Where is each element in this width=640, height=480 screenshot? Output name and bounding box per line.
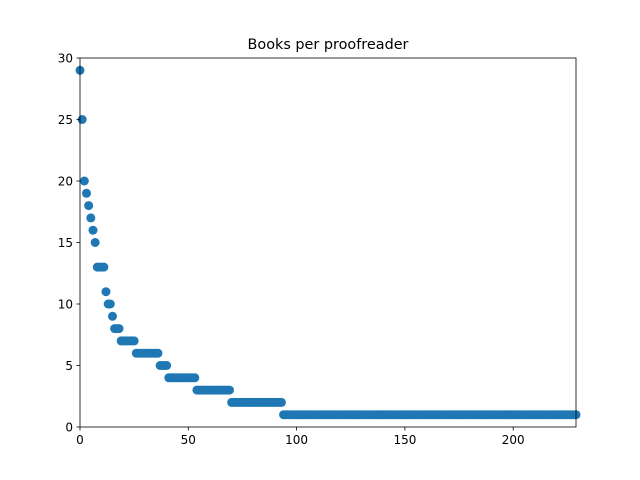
data-point — [88, 225, 98, 235]
data-point — [114, 324, 124, 334]
data-point — [190, 373, 200, 383]
x-tick-label: 150 — [393, 433, 416, 447]
data-point — [105, 299, 115, 309]
x-tick-label: 50 — [181, 433, 196, 447]
x-tick-label: 0 — [76, 433, 84, 447]
y-tick-label: 0 — [65, 420, 73, 434]
data-point — [79, 176, 89, 186]
y-tick-label: 30 — [58, 51, 73, 65]
data-point — [153, 348, 163, 358]
data-points — [75, 65, 581, 420]
data-point — [107, 311, 117, 321]
data-point — [84, 201, 94, 211]
y-tick-label: 25 — [58, 113, 73, 127]
data-point — [82, 188, 91, 198]
x-tick-label: 200 — [502, 433, 525, 447]
y-axis: 0 5 10 15 20 25 30 — [58, 51, 80, 434]
plot-frame — [79, 57, 577, 428]
data-point — [99, 262, 109, 272]
data-point — [162, 361, 172, 370]
chart-title: Books per proofreader — [248, 37, 409, 53]
data-point — [224, 385, 234, 395]
data-point — [276, 397, 286, 407]
data-point — [129, 336, 139, 346]
data-point — [86, 213, 96, 223]
x-axis: 0 50 100 150 200 — [76, 427, 525, 447]
y-tick-label: 15 — [58, 236, 73, 250]
data-point — [101, 287, 111, 297]
data-point — [90, 238, 100, 247]
y-tick-label: 5 — [65, 359, 73, 373]
y-tick-label: 10 — [58, 297, 73, 311]
x-tick-label: 100 — [285, 433, 308, 447]
y-tick-label: 20 — [58, 174, 73, 188]
